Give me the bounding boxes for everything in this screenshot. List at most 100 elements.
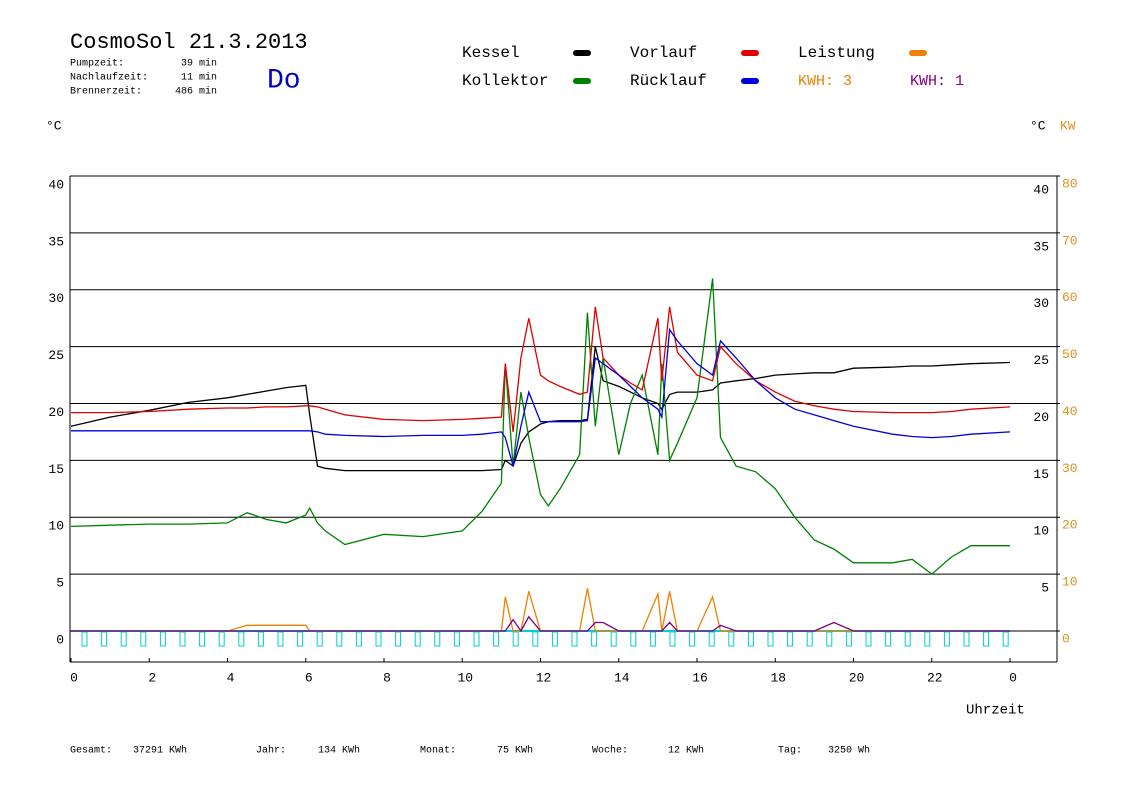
y2-tick-label: 70 xyxy=(1062,233,1078,248)
y-axis-label: °C xyxy=(46,118,62,133)
pump-marker xyxy=(689,631,696,647)
stat-value: 486 min xyxy=(175,86,217,98)
pump-marker xyxy=(257,631,264,647)
pump-marker xyxy=(845,631,852,647)
pump-marker xyxy=(767,631,774,647)
pump-marker xyxy=(218,631,225,647)
series-line xyxy=(71,588,1010,632)
y-tick-label: 25 xyxy=(48,348,64,363)
y-tick-label: 20 xyxy=(48,405,64,420)
x-tick-label: 10 xyxy=(457,670,473,685)
pump-marker xyxy=(943,631,950,647)
y2-tick-label: 10 xyxy=(1062,575,1078,590)
x-tick-label: 18 xyxy=(770,670,786,685)
stat-label: Brennerzeit: xyxy=(70,86,142,98)
pump-marker xyxy=(512,631,519,647)
pump-marker xyxy=(728,631,735,647)
pump-marker xyxy=(453,631,460,647)
pump-marker xyxy=(806,631,813,647)
y-tick-label-right: 25 xyxy=(1033,353,1049,368)
pump-marker xyxy=(140,631,147,647)
series-line xyxy=(70,346,1011,472)
footer-value: 37291 KWh xyxy=(133,745,187,757)
pump-marker xyxy=(355,631,362,647)
pump-marker xyxy=(238,631,245,647)
pump-marker xyxy=(120,631,127,647)
y-tick-label-right: 35 xyxy=(1033,239,1049,254)
pump-marker xyxy=(551,631,558,647)
annotation: KWH: 1 xyxy=(910,73,964,90)
pump-marker xyxy=(316,631,323,647)
legend-label: Vorlauf xyxy=(630,44,697,62)
y2-tick-label: 80 xyxy=(1062,176,1078,191)
y-axis-label-right: °C xyxy=(1030,118,1046,133)
x-tick-label: 8 xyxy=(383,670,391,685)
legend-label: Kessel xyxy=(462,44,520,62)
legend-label: Leistung xyxy=(798,44,875,62)
pump-marker xyxy=(159,631,166,647)
legend-label: Rücklauf xyxy=(630,72,707,90)
pump-marker xyxy=(630,631,637,647)
stat-value: 39 min xyxy=(181,58,217,70)
y-tick-label: 5 xyxy=(56,576,64,591)
stat-value: 11 min xyxy=(181,72,217,84)
pump-marker xyxy=(571,631,578,647)
y-tick-label-right: 15 xyxy=(1033,467,1049,482)
pump-marker xyxy=(297,631,304,647)
pump-marker xyxy=(395,631,402,647)
footer-label: Woche: xyxy=(592,745,628,757)
title: CosmoSol 21.3.2013 xyxy=(70,30,308,55)
pump-marker xyxy=(787,631,794,647)
y2-tick-label: 20 xyxy=(1062,518,1078,533)
y2-tick-label: 40 xyxy=(1062,404,1078,419)
x-tick-label: 0 xyxy=(70,670,78,685)
y-tick-label: 15 xyxy=(48,462,64,477)
footer-value: 12 KWh xyxy=(668,745,704,757)
x-tick-label: 22 xyxy=(927,670,943,685)
pump-marker xyxy=(375,631,382,647)
x-axis-label: Uhrzeit xyxy=(966,703,1025,719)
y2-tick-label: 50 xyxy=(1062,347,1078,362)
footer-label: Gesamt: xyxy=(70,746,112,757)
pump-marker xyxy=(199,631,206,647)
x-tick-label: 0 xyxy=(1009,670,1017,685)
series-line xyxy=(71,327,1011,467)
pump-marker xyxy=(649,631,656,647)
pump-marker xyxy=(591,631,598,647)
x-tick-label: 6 xyxy=(305,670,313,685)
pump-marker xyxy=(610,631,617,647)
weekday: Do xyxy=(267,65,301,96)
pump-marker xyxy=(81,631,88,647)
y2-tick-label: 0 xyxy=(1062,631,1070,646)
y-tick-label-right: 10 xyxy=(1033,524,1049,539)
y-tick-label: 40 xyxy=(48,177,64,192)
y-tick-label-right: 40 xyxy=(1033,182,1049,197)
stat-label: Nachlaufzeit: xyxy=(70,72,148,84)
footer-value: 3250 Wh xyxy=(828,745,870,757)
y-tick-label-right: 20 xyxy=(1033,410,1049,425)
pump-marker xyxy=(747,631,754,647)
pump-marker xyxy=(101,631,108,647)
pump-marker xyxy=(708,631,715,647)
y2-tick-label: 60 xyxy=(1062,290,1078,305)
y-tick-label: 10 xyxy=(48,519,64,534)
pump-marker xyxy=(179,631,186,647)
series-line xyxy=(70,278,1010,575)
footer-value: 134 KWh xyxy=(318,745,360,757)
pump-marker xyxy=(983,631,990,647)
footer-label: Tag: xyxy=(778,746,802,757)
y2-tick-label: 30 xyxy=(1062,461,1078,476)
footer-value: 75 KWh xyxy=(497,745,533,757)
pump-marker xyxy=(473,631,480,647)
x-tick-label: 12 xyxy=(536,670,552,685)
pump-marker xyxy=(434,631,441,647)
x-tick-label: 4 xyxy=(227,670,235,685)
pump-marker xyxy=(865,631,872,647)
footer-label: Monat: xyxy=(420,746,456,757)
pump-marker xyxy=(532,631,539,647)
x-tick-label: 14 xyxy=(614,670,630,685)
stat-label: Pumpzeit: xyxy=(70,58,124,70)
pump-marker xyxy=(336,631,343,647)
pump-marker xyxy=(826,631,833,647)
